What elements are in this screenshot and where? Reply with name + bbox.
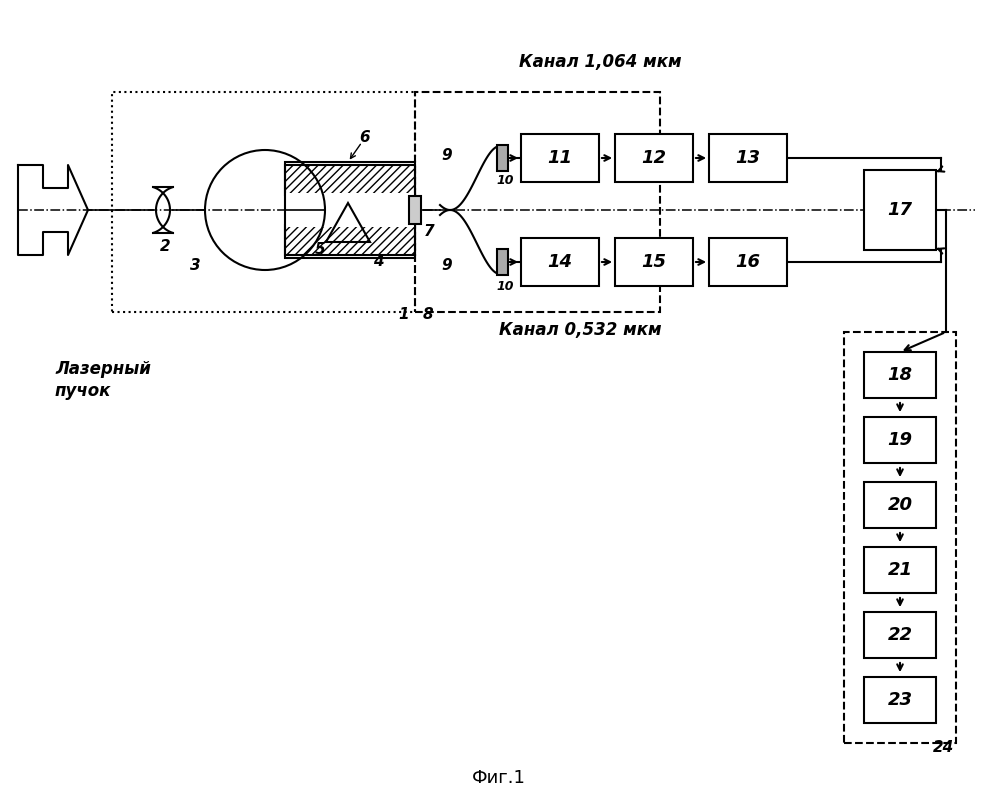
Bar [409, 196, 421, 224]
Bar [709, 134, 787, 182]
Bar [864, 677, 936, 723]
Bar [521, 134, 599, 182]
Text: Фиг.1: Фиг.1 [473, 769, 525, 787]
Bar [615, 238, 693, 286]
Text: Канал 1,064 мкм: Канал 1,064 мкм [518, 53, 681, 71]
Text: 5: 5 [315, 242, 326, 258]
Bar [285, 162, 415, 258]
Bar [285, 225, 415, 255]
Text: 10: 10 [497, 174, 513, 187]
Text: 19: 19 [887, 431, 912, 449]
Bar [497, 249, 507, 275]
Bar [112, 92, 415, 312]
Text: 20: 20 [887, 496, 912, 514]
Bar [286, 193, 414, 227]
Bar [709, 238, 787, 286]
Text: 23: 23 [887, 691, 912, 709]
Text: 15: 15 [641, 253, 666, 271]
Text: 12: 12 [641, 149, 666, 167]
Text: 22: 22 [887, 626, 912, 644]
Text: Лазерный
пучок: Лазерный пучок [55, 360, 151, 400]
Bar [864, 352, 936, 398]
Bar [864, 612, 936, 658]
Bar [864, 417, 936, 463]
Text: 14: 14 [547, 253, 572, 271]
Text: 18: 18 [887, 366, 912, 384]
Text: 10: 10 [497, 280, 513, 293]
Text: Канал 0,532 мкм: Канал 0,532 мкм [499, 321, 661, 339]
Bar [864, 547, 936, 593]
Text: 17: 17 [887, 201, 912, 219]
Bar [864, 482, 936, 528]
Bar [285, 165, 415, 195]
Bar [864, 170, 936, 250]
Text: 11: 11 [547, 149, 572, 167]
Text: 21: 21 [887, 561, 912, 579]
Bar [844, 332, 956, 743]
Text: 24: 24 [933, 740, 954, 755]
Text: 2: 2 [160, 239, 170, 255]
Text: 6: 6 [360, 131, 371, 145]
Bar [615, 134, 693, 182]
Bar [415, 92, 660, 312]
Text: 9: 9 [442, 148, 453, 162]
Text: 7: 7 [424, 225, 435, 239]
Text: 13: 13 [735, 149, 760, 167]
Text: 1: 1 [399, 307, 409, 322]
Text: 4: 4 [373, 255, 384, 269]
Bar [521, 238, 599, 286]
Text: 8: 8 [423, 307, 434, 322]
Text: 16: 16 [735, 253, 760, 271]
Text: 9: 9 [442, 258, 453, 272]
Bar [497, 145, 507, 171]
Text: 3: 3 [190, 258, 201, 272]
